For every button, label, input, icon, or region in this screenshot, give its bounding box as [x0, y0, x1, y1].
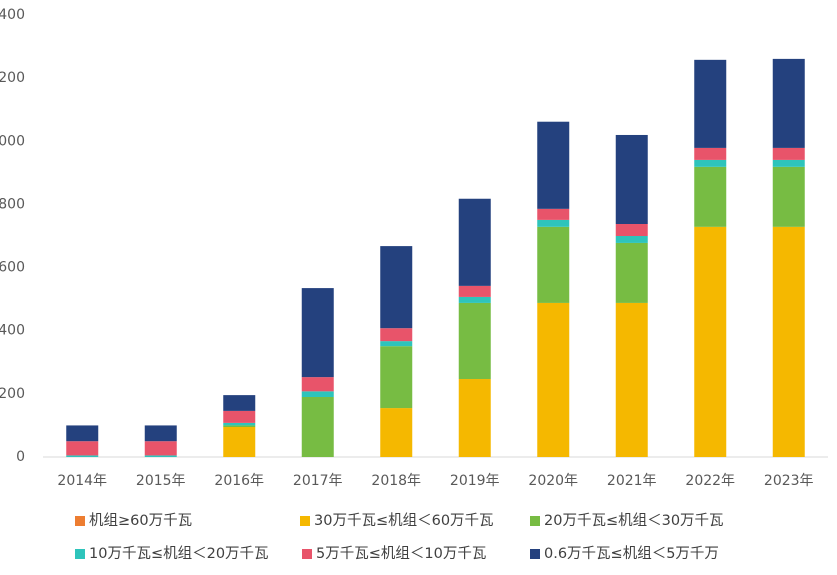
- bar-segment: [537, 208, 570, 220]
- bar-segment: [772, 166, 805, 227]
- x-tick-label: 2014年: [57, 473, 107, 489]
- x-tick-label: 2015年: [136, 473, 186, 489]
- y-tick-label: 1400: [0, 7, 25, 23]
- x-tick-label: 2018年: [371, 473, 421, 489]
- legend-label: 5万千瓦≤机组＜10万千瓦: [316, 545, 486, 562]
- bar-segment: [772, 226, 805, 457]
- bar-segment: [458, 198, 491, 286]
- bar-segment: [301, 397, 334, 457]
- bar-segment: [772, 58, 805, 148]
- x-tick-label: 2020年: [528, 473, 578, 489]
- x-tick-label: 2019年: [450, 473, 500, 489]
- bar-segment: [223, 395, 256, 411]
- bar-segment: [458, 379, 491, 457]
- x-tick-label: 2023年: [764, 473, 814, 489]
- bar-segment: [458, 285, 491, 297]
- legend-swatch: [530, 549, 540, 559]
- legend-swatch: [302, 549, 312, 559]
- bar-segment: [301, 377, 334, 392]
- bar-segment: [615, 236, 648, 243]
- bar-segment: [223, 425, 256, 428]
- legend-swatch: [530, 516, 540, 526]
- bar-segment: [615, 134, 648, 225]
- y-tick-label: 400: [0, 323, 25, 339]
- bar-segment: [537, 226, 570, 303]
- bar-segment: [301, 391, 334, 398]
- legend-label: 10万千瓦≤机组＜20万千瓦: [89, 545, 269, 562]
- bar-segment: [772, 159, 805, 167]
- bar-segment: [223, 427, 256, 457]
- bar-segment: [694, 159, 727, 167]
- bar-segment: [615, 224, 648, 236]
- bar-segment: [380, 346, 413, 409]
- bar-segment: [380, 328, 413, 342]
- bar-segment: [458, 296, 491, 303]
- legend-swatch: [300, 516, 310, 526]
- bar-segment: [537, 219, 570, 227]
- bar-segment: [694, 166, 727, 227]
- bar-segment: [144, 455, 177, 457]
- y-tick-label: 200: [0, 386, 25, 402]
- legend-label: 30万千瓦≤机组＜60万千瓦: [314, 512, 494, 529]
- bar-segment: [537, 121, 570, 209]
- legend-label: 0.6万千瓦≤机组＜5万千万: [544, 545, 719, 562]
- bar-segment: [694, 147, 727, 160]
- bar-segment: [144, 441, 177, 456]
- bar-segment: [694, 226, 727, 457]
- bar-segment: [772, 147, 805, 160]
- bar-segment: [144, 425, 177, 442]
- y-tick-label: 1200: [0, 70, 25, 86]
- bar-segment: [66, 425, 99, 442]
- bar-segment: [223, 422, 256, 426]
- bar-segment: [537, 302, 570, 457]
- bar-segment: [380, 341, 413, 347]
- bar-segment: [694, 59, 727, 148]
- y-tick-label: 800: [0, 196, 25, 212]
- bar-segment: [380, 246, 413, 329]
- bar-segment: [223, 410, 256, 423]
- x-tick-label: 2017年: [293, 473, 343, 489]
- bar-segment: [458, 302, 491, 380]
- bar-segment: [380, 408, 413, 457]
- x-tick-label: 2022年: [685, 473, 735, 489]
- legend-swatch: [75, 549, 85, 559]
- x-tick-label: 2016年: [214, 473, 264, 489]
- y-tick-label: 600: [0, 260, 25, 276]
- bar-segment: [615, 242, 648, 303]
- legend-label: 机组≥60万千瓦: [89, 512, 192, 529]
- y-tick-label: 1000: [0, 133, 25, 149]
- legend-swatch: [75, 516, 85, 526]
- bar-segment: [615, 302, 648, 457]
- bar-segment: [66, 441, 99, 456]
- y-tick-label: 0: [16, 449, 25, 465]
- bar-segment: [66, 455, 99, 457]
- x-tick-label: 2021年: [607, 473, 657, 489]
- legend-label: 20万千瓦≤机组＜30万千瓦: [544, 512, 724, 529]
- bar-segment: [301, 288, 334, 378]
